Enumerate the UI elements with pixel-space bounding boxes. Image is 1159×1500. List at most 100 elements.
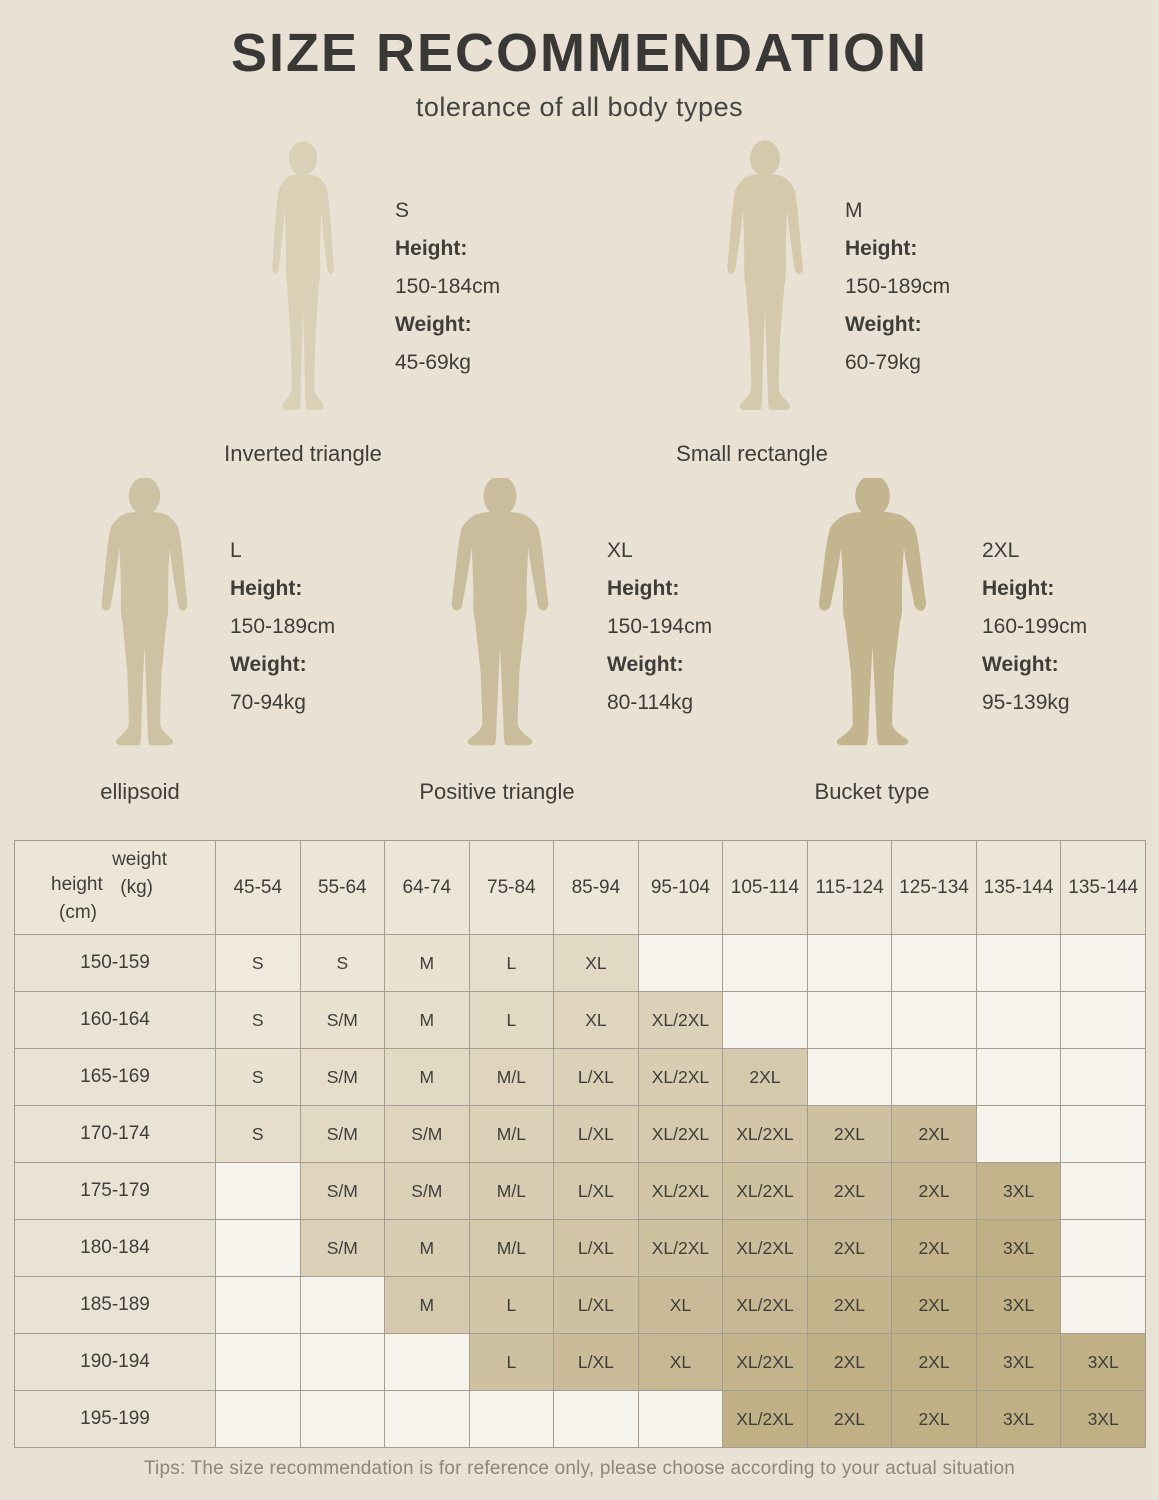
size-cell: XL — [637, 1276, 724, 1334]
empty-cell — [891, 934, 977, 992]
size-cell: XL/2XL — [722, 1333, 808, 1391]
size-cell: 3XL — [975, 1276, 1062, 1334]
height-value: 150-194cm — [607, 615, 713, 638]
weight-value: 80-114kg — [607, 691, 694, 714]
body-type-caption: Bucket type — [814, 779, 930, 804]
size-cell: M — [384, 934, 470, 992]
weight-label: Weight: — [845, 313, 922, 336]
body-type-caption: Positive triangle — [419, 779, 575, 804]
size-cell: XL/2XL — [637, 1105, 724, 1163]
size-cell: L/XL — [553, 1333, 639, 1391]
empty-cell — [215, 1276, 301, 1334]
size-cell: XL/2XL — [637, 991, 724, 1049]
size-cell: 2XL — [722, 1048, 808, 1106]
size-cell: 2XL — [806, 1333, 893, 1391]
size-cell: L — [468, 934, 555, 992]
empty-cell — [637, 934, 724, 992]
weight-value: 70-94kg — [230, 691, 306, 714]
height-value: 150-184cm — [395, 275, 501, 298]
size-cell: 3XL — [1060, 1333, 1146, 1391]
weight-value: 60-79kg — [845, 351, 921, 374]
weight-column-header: 75-84 — [468, 840, 555, 935]
size-cell: 2XL — [806, 1162, 893, 1220]
empty-cell — [1060, 1105, 1146, 1163]
weight-label: Weight: — [395, 313, 472, 336]
size-cell: 2XL — [806, 1105, 893, 1163]
size-cell: XL/2XL — [722, 1390, 808, 1448]
empty-cell — [891, 991, 977, 1049]
body-type-caption: Inverted triangle — [224, 441, 382, 466]
size-cell: S — [299, 934, 386, 992]
size-table-section: weight (kg) height (cm) 45-54 55-64 64-74 75-84… — [14, 840, 1146, 1448]
size-cell: 3XL — [1060, 1390, 1146, 1448]
size-cell: XL/2XL — [637, 1162, 724, 1220]
size-cell: L/XL — [553, 1105, 639, 1163]
empty-cell — [1060, 991, 1146, 1049]
table-row: 150-159 S S M L XL — [14, 934, 1146, 992]
size-cell: 2XL — [891, 1333, 977, 1391]
size-table: weight (kg) height (cm) 45-54 55-64 64-74 75-84… — [14, 840, 1146, 1448]
weight-label: Weight: — [230, 653, 307, 676]
table-row: 175-179 S/M S/M M/L L/XL XL/2XL XL/2XL 2XL 2XL 3X… — [14, 1162, 1146, 1220]
empty-cell — [384, 1390, 470, 1448]
size-label: XL — [607, 539, 633, 562]
height-value: 150-189cm — [230, 615, 336, 638]
size-cell: M/L — [468, 1219, 555, 1277]
person-silhouette-l-icon — [101, 478, 188, 746]
height-row-header: 180-184 — [14, 1219, 216, 1277]
corner-header-cell: weight (kg) height (cm) — [14, 840, 216, 935]
weight-column-header: 64-74 — [384, 840, 470, 935]
empty-cell — [553, 1390, 639, 1448]
size-cell: S/M — [299, 991, 386, 1049]
size-cell: S — [215, 934, 301, 992]
table-row: 170-174 S S/M S/M M/L L/XL XL/2XL XL/2XL 2XL 2XL — [14, 1105, 1146, 1163]
weight-column-header: 105-114 — [722, 840, 808, 935]
weight-column-header: 55-64 — [299, 840, 386, 935]
height-row-header: 195-199 — [14, 1390, 216, 1448]
size-cell: 2XL — [806, 1390, 893, 1448]
empty-cell — [299, 1333, 386, 1391]
empty-cell — [1060, 934, 1146, 992]
height-row-header: 165-169 — [14, 1048, 216, 1106]
empty-cell — [975, 991, 1062, 1049]
corner-label: (kg) — [120, 877, 153, 898]
person-silhouette-xl-icon — [451, 478, 549, 746]
table-row: 160-164 S S/M M L XL XL/2XL — [14, 991, 1146, 1049]
empty-cell — [806, 1048, 893, 1106]
height-label: Height: — [230, 577, 303, 600]
body-figure-xl — [430, 478, 570, 770]
size-cell: L/XL — [553, 1162, 639, 1220]
size-cell: L/XL — [553, 1048, 639, 1106]
size-cell: L/XL — [553, 1276, 639, 1334]
empty-cell — [1060, 1048, 1146, 1106]
size-cell: S — [215, 991, 301, 1049]
height-row-header: 170-174 — [14, 1105, 216, 1163]
empty-cell — [299, 1276, 386, 1334]
height-row-header: 150-159 — [14, 934, 216, 992]
empty-cell — [722, 934, 808, 992]
size-cell: 3XL — [975, 1162, 1062, 1220]
weight-column-header: 125-134 — [891, 840, 977, 935]
size-cell: L — [468, 991, 555, 1049]
person-silhouette-m-icon — [727, 140, 803, 410]
size-cell: M — [384, 1048, 470, 1106]
size-cell: XL/2XL — [722, 1105, 808, 1163]
size-cell: 2XL — [891, 1105, 977, 1163]
size-cell: L — [468, 1333, 555, 1391]
empty-cell — [722, 991, 808, 1049]
size-cell: M/L — [468, 1105, 555, 1163]
weight-column-header: 135-144 — [1060, 840, 1146, 935]
empty-cell — [215, 1390, 301, 1448]
size-cell: XL/2XL — [722, 1219, 808, 1277]
weight-column-header: 45-54 — [215, 840, 301, 935]
empty-cell — [299, 1390, 386, 1448]
table-row: 190-194 L L/XL XL XL/2XL 2XL 2XL 3XL 3XL — [14, 1333, 1146, 1391]
body-figure-m — [697, 140, 833, 435]
size-label: 2XL — [982, 539, 1020, 562]
page-subtitle: tolerance of all body types — [415, 92, 744, 122]
empty-cell — [1060, 1162, 1146, 1220]
empty-cell — [637, 1390, 724, 1448]
person-silhouette-s-icon — [272, 141, 334, 410]
size-cell: S/M — [299, 1048, 386, 1106]
